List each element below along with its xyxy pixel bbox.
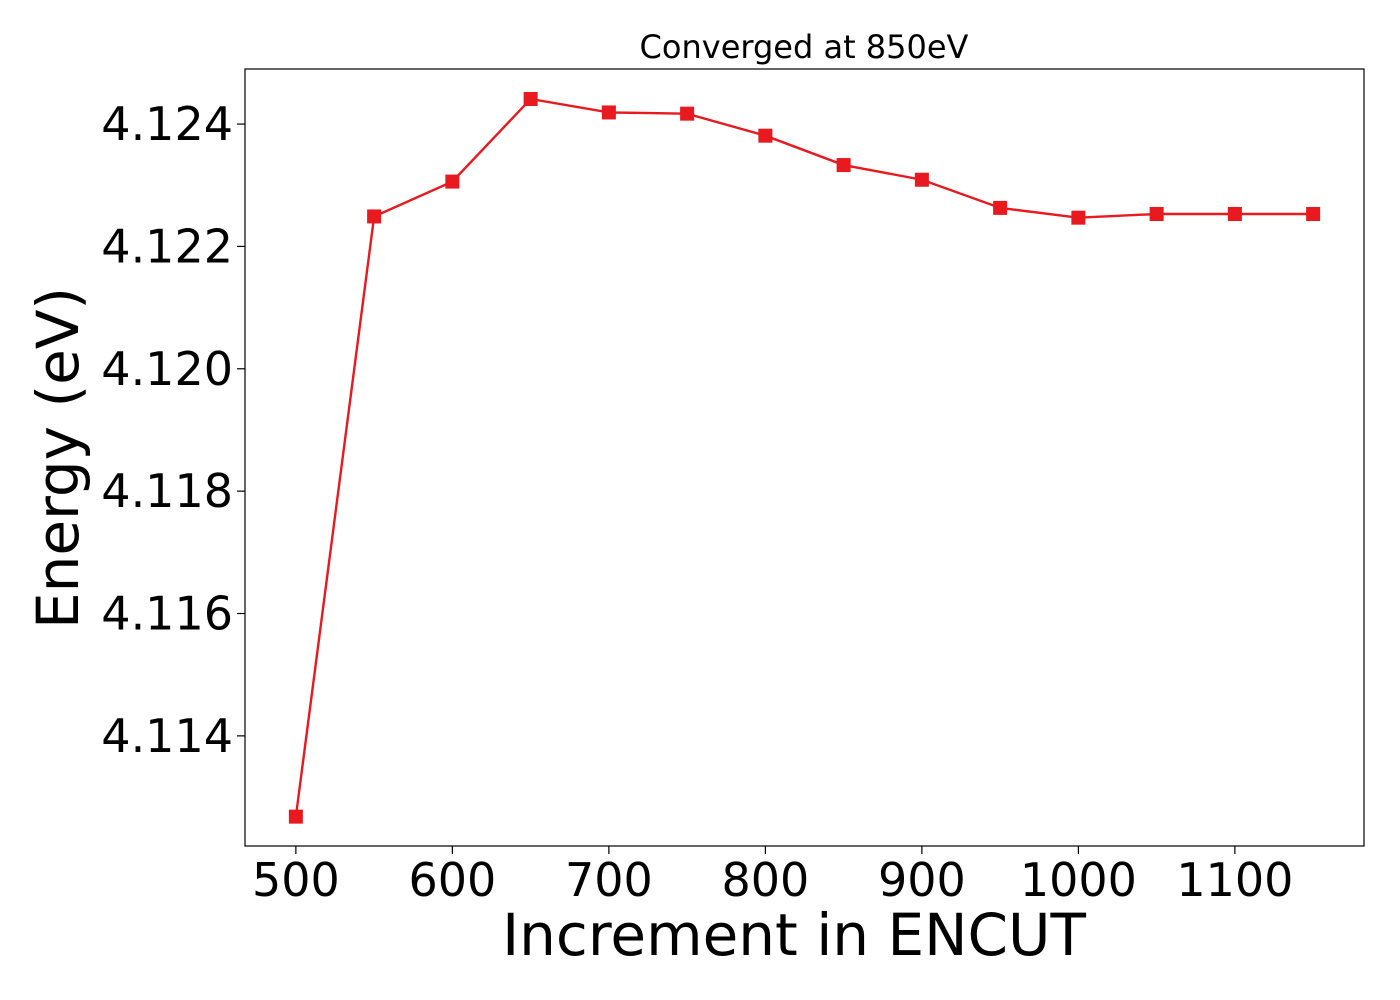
data-point (836, 158, 851, 173)
data-point (993, 200, 1008, 215)
series-line (294, 97, 1314, 817)
y-axis-label: Energy (eV) (24, 287, 92, 629)
plot-area-frame (244, 68, 1365, 847)
data-point (914, 172, 929, 187)
data-point (1071, 210, 1086, 225)
x-tick-label: 1000 (1020, 853, 1137, 907)
data-point (1227, 206, 1242, 221)
data-point (523, 91, 538, 106)
data-point (680, 106, 695, 121)
x-tick-label: 1100 (1176, 853, 1293, 907)
x-axis: 500 600 700 800 900 1000 1100 (252, 846, 1293, 907)
series-layer (288, 91, 1321, 824)
y-tick-label: 4.120 (101, 342, 233, 396)
y-tick-label: 4.118 (101, 464, 233, 518)
y-tick-label: 4.122 (101, 219, 233, 273)
x-tick-label: 900 (878, 853, 966, 907)
y-axis: 4.114 4.116 4.118 4.120 4.122 4.124 (101, 97, 245, 763)
x-tick-label: 500 (252, 853, 340, 907)
x-tick-label: 700 (565, 853, 653, 907)
data-point (1306, 206, 1321, 221)
y-tick-label: 4.114 (101, 709, 233, 763)
y-tick-label: 4.124 (101, 97, 233, 151)
data-point (601, 105, 616, 120)
x-axis-label: Increment in ENCUT (502, 901, 1086, 969)
x-tick-label: 800 (721, 853, 809, 907)
x-tick-label: 600 (408, 853, 496, 907)
data-point (288, 809, 303, 824)
data-point (367, 209, 382, 224)
data-point (1149, 206, 1164, 221)
data-point (758, 128, 773, 143)
data-point (445, 174, 460, 189)
chart-title: Converged at 850eV (640, 28, 969, 66)
y-tick-label: 4.116 (101, 587, 233, 641)
